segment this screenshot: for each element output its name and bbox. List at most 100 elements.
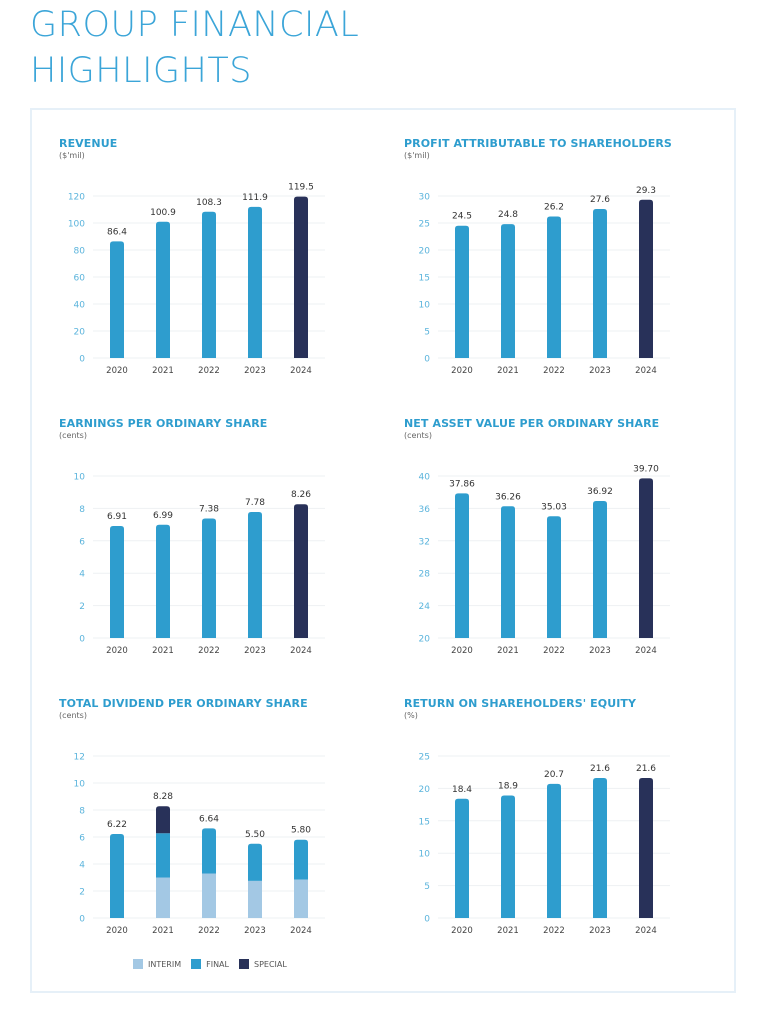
y-tick-label: 25 <box>419 753 430 763</box>
y-tick-label: 28 <box>419 570 431 580</box>
x-tick-label: 2021 <box>152 926 174 936</box>
data-label: 5.50 <box>245 830 265 840</box>
dividend-chart: TOTAL DIVIDEND PER ORDINARY SHARE (cents… <box>59 697 359 967</box>
bar-segment-final <box>248 843 262 881</box>
y-tick-label: 0 <box>424 915 430 925</box>
chart-title: NET ASSET VALUE PER ORDINARY SHARE <box>404 417 660 430</box>
data-label: 37.86 <box>449 479 475 489</box>
bar <box>455 225 469 358</box>
bar <box>593 208 607 358</box>
data-label: 108.3 <box>196 198 222 208</box>
data-label: 27.6 <box>590 195 610 205</box>
final-swatch <box>191 959 202 969</box>
chart-title: TOTAL DIVIDEND PER ORDINARY SHARE <box>59 697 308 710</box>
x-tick-label: 2021 <box>497 926 519 936</box>
bar <box>294 504 308 638</box>
interim-swatch <box>133 959 143 969</box>
y-tick-label: 10 <box>74 473 86 483</box>
data-label: 18.9 <box>498 782 518 792</box>
legend-item-special: SPECIAL <box>238 959 287 969</box>
data-label: 7.38 <box>199 504 219 514</box>
y-tick-label: 100 <box>68 220 85 230</box>
chart-unit: ($'mil) <box>404 151 430 160</box>
roe-chart: RETURN ON SHAREHOLDERS' EQUITY (%) 0 5 10 1… <box>404 697 704 967</box>
y-tick-label: 15 <box>419 817 430 827</box>
data-label: 26.2 <box>544 203 564 213</box>
legend-label: INTERIM <box>148 959 182 969</box>
y-tick-label: 40 <box>74 301 86 311</box>
y-tick-label: 6 <box>79 537 85 547</box>
y-tick-label: 10 <box>74 780 86 790</box>
bar <box>593 778 607 918</box>
bar <box>547 516 561 638</box>
data-label: 24.8 <box>498 210 518 220</box>
y-tick-label: 6 <box>79 834 85 844</box>
bar-segment-interim <box>156 877 170 918</box>
x-tick-label: 2021 <box>497 366 519 376</box>
y-tick-label: 5 <box>424 882 430 892</box>
x-tick-label: 2020 <box>451 366 473 376</box>
chart-unit: (cents) <box>404 431 432 440</box>
y-tick-label: 4 <box>79 570 85 580</box>
x-tick-label: 2024 <box>290 926 312 936</box>
x-tick-label: 2022 <box>543 366 565 376</box>
bar <box>501 795 515 918</box>
bar-segment-special <box>156 806 170 834</box>
profit-chart: PROFIT ATTRIBUTABLE TO SHAREHOLDERS ($'m… <box>404 137 704 407</box>
y-tick-label: 0 <box>424 355 430 365</box>
data-label: 21.6 <box>636 764 656 774</box>
y-tick-label: 20 <box>419 247 431 257</box>
y-tick-label: 8 <box>79 505 85 515</box>
x-tick-label: 2024 <box>290 366 312 376</box>
dividend-plot: 0 2 4 6 8 10 12 6.22 2020 8.28 2021 6.64 2022 5.50 202… <box>74 753 325 936</box>
chart-unit: (cents) <box>59 431 87 440</box>
data-label: 8.26 <box>291 490 311 500</box>
revenue-plot: 0 20 40 60 80 100 120 86.4 2020 100.9 2021 108.3 202… <box>68 183 325 376</box>
revenue-chart: REVENUE ($'mil) 0 20 40 60 80 100 120 86.4 2020 1… <box>59 137 359 407</box>
y-tick-label: 12 <box>74 753 85 763</box>
data-label: 86.4 <box>107 227 127 237</box>
data-label: 29.3 <box>636 186 656 196</box>
y-tick-label: 32 <box>419 537 430 547</box>
data-label: 6.99 <box>153 511 173 521</box>
dividend-legend: INTERIM FINAL SPECIAL <box>133 959 287 969</box>
data-label: 20.7 <box>544 770 564 780</box>
bar <box>593 500 607 638</box>
bar <box>248 511 262 638</box>
x-tick-label: 2020 <box>106 646 128 656</box>
x-tick-label: 2020 <box>451 926 473 936</box>
x-tick-label: 2024 <box>635 646 657 656</box>
chart-unit: ($'mil) <box>59 151 85 160</box>
bar <box>156 221 170 358</box>
x-tick-label: 2022 <box>198 926 220 936</box>
data-label: 6.64 <box>199 814 219 824</box>
legend-item-final: FINAL <box>191 959 229 969</box>
x-tick-label: 2020 <box>106 926 128 936</box>
eps-plot: 0 2 4 6 8 10 6.91 2020 6.99 2021 7.38 2022 7.78 2023 8… <box>74 473 325 656</box>
legend-label: FINAL <box>206 959 229 969</box>
x-tick-label: 2023 <box>244 366 266 376</box>
x-tick-label: 2024 <box>290 646 312 656</box>
y-tick-label: 80 <box>74 247 86 257</box>
data-label: 100.9 <box>150 208 176 218</box>
y-tick-label: 15 <box>419 274 430 284</box>
data-label: 7.78 <box>245 498 265 508</box>
y-tick-label: 40 <box>419 473 431 483</box>
x-tick-label: 2022 <box>198 366 220 376</box>
bar <box>294 196 308 358</box>
bar <box>202 211 216 358</box>
bar <box>156 524 170 638</box>
x-tick-label: 2023 <box>244 926 266 936</box>
bar-segment-final <box>202 828 216 874</box>
x-tick-label: 2021 <box>152 366 174 376</box>
bar <box>639 199 653 358</box>
chart-title: EARNINGS PER ORDINARY SHARE <box>59 417 268 430</box>
bar-segment-interim <box>202 873 216 918</box>
bar <box>547 216 561 358</box>
highlights-panel <box>30 108 736 993</box>
data-label: 8.28 <box>153 792 173 802</box>
data-label: 35.03 <box>541 502 567 512</box>
special-swatch <box>238 959 249 969</box>
bar <box>501 224 515 358</box>
y-tick-label: 10 <box>419 850 431 860</box>
